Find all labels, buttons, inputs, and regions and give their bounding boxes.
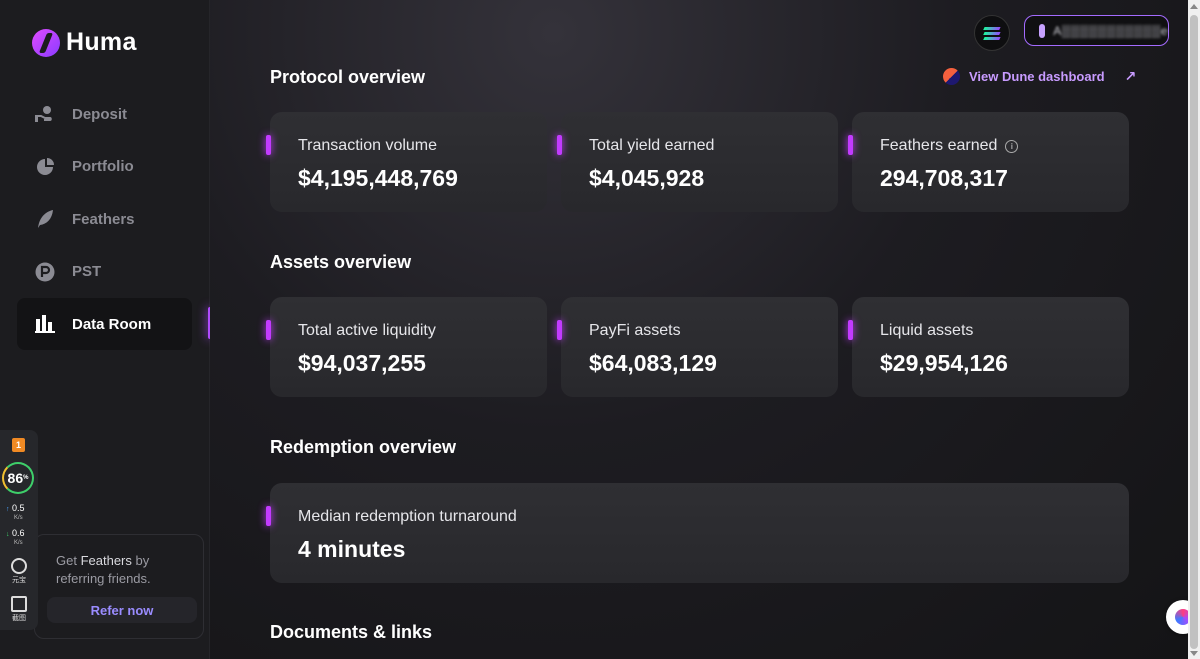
- card-accent: [266, 506, 271, 526]
- screenshot-tool[interactable]: 截图: [9, 596, 29, 623]
- refer-card: Get Feathers by referring friends. Refer…: [34, 534, 204, 639]
- card-accent: [848, 320, 853, 340]
- sidebar-nav: Deposit Portfolio Feathers PST Data Room: [17, 88, 192, 351]
- stat-label: Transaction volume: [298, 137, 438, 154]
- stat-value: $4,195,448,769: [298, 165, 458, 191]
- dune-link-label: View Dune dashboard: [969, 69, 1105, 84]
- stat-card-transaction-volume: Transaction volume $4,195,448,769: [266, 112, 547, 212]
- huma-logo[interactable]: Huma: [32, 28, 137, 57]
- wallet-icon: [1039, 23, 1046, 38]
- stat-card-feathers-earned: Feathers earned i 294,708,317: [848, 112, 1129, 212]
- stat-value: $29,954,126: [880, 350, 1008, 376]
- solana-icon: [983, 27, 1001, 39]
- app-name: Huma: [66, 28, 137, 56]
- stat-value: $4,045,928: [589, 165, 705, 191]
- network-button[interactable]: [974, 15, 1010, 51]
- stat-label: Median redemption turnaround: [298, 508, 517, 525]
- assets-overview-title: Assets overview: [270, 252, 412, 272]
- card-accent: [266, 320, 271, 340]
- sidebar-item-pst[interactable]: PST: [17, 246, 192, 298]
- protocol-overview-title: Protocol overview: [270, 67, 426, 87]
- pst-coin-icon: [35, 262, 55, 282]
- download-speed: ↓ 0.6 K/s: [6, 528, 25, 547]
- stat-value: 4 minutes: [298, 536, 406, 562]
- stat-label: Total active liquidity: [298, 322, 436, 339]
- sidebar-item-deposit[interactable]: Deposit: [17, 88, 192, 140]
- scroll-down-icon[interactable]: [1190, 651, 1198, 656]
- card-accent: [848, 135, 853, 155]
- upload-speed: ↑ 0.5 K/s: [6, 503, 25, 522]
- stat-label: Liquid assets: [880, 322, 974, 339]
- huma-logo-icon: [32, 28, 60, 57]
- percent-ring: 86%: [2, 462, 34, 494]
- scrollbar[interactable]: [1188, 0, 1200, 659]
- sidebar-item-feathers[interactable]: Feathers: [17, 193, 192, 245]
- sidebar-item-label: PST: [72, 263, 102, 280]
- feather-icon: [35, 209, 55, 229]
- stat-label: Total yield earned: [589, 137, 715, 154]
- stat-card-liquid-assets: Liquid assets $29,954,126: [848, 297, 1129, 397]
- stat-card-payfi-assets: PayFi assets $64,083,129: [557, 297, 838, 397]
- stat-card-total-yield: Total yield earned $4,045,928: [557, 112, 838, 212]
- documents-links-title: Documents & links: [270, 622, 433, 642]
- upload-arrow-icon: ↑: [6, 506, 10, 513]
- stat-card-total-active-liquidity: Total active liquidity $94,037,255: [266, 297, 547, 397]
- redemption-overview-title: Redemption overview: [270, 437, 457, 457]
- scroll-thumb[interactable]: [1190, 15, 1198, 649]
- sidebar-item-label: Deposit: [72, 105, 128, 123]
- sidebar-item-label: Data Room: [72, 315, 152, 333]
- yuanbao-tool[interactable]: 元宝: [9, 558, 29, 585]
- bar-chart-icon: [35, 314, 55, 334]
- info-icon[interactable]: i: [1005, 139, 1019, 153]
- yuanbao-icon: [11, 558, 27, 574]
- stat-label: PayFi assets: [589, 322, 681, 339]
- sidebar-item-data-room[interactable]: Data Room: [17, 298, 192, 350]
- wallet-button[interactable]: A▒▒▒▒▒▒▒▒▒▒▒e: [1024, 15, 1169, 46]
- sidebar-item-portfolio[interactable]: Portfolio: [17, 141, 192, 193]
- refer-text: Get Feathers by referring friends.: [56, 553, 151, 586]
- assistant-icon: [1175, 609, 1191, 625]
- stat-card-median-redemption: Median redemption turnaround 4 minutes: [266, 483, 1129, 583]
- card-accent: [557, 320, 562, 340]
- refer-now-button[interactable]: Refer now: [47, 597, 197, 623]
- dune-icon: [943, 68, 960, 85]
- download-arrow-icon: ↓: [6, 531, 10, 538]
- screenshot-icon: [11, 596, 27, 612]
- sidebar-item-label: Feathers: [72, 210, 135, 228]
- card-accent: [557, 135, 562, 155]
- badge-icon: 1: [12, 438, 25, 452]
- stat-value: $94,037,255: [298, 350, 426, 376]
- stat-label: Feathers earned i: [880, 137, 1019, 155]
- system-monitor-widget[interactable]: 1 86% ↑ 0.5 K/s ↓ 0.6 K/s 元宝 截图: [0, 430, 38, 630]
- scroll-up-icon[interactable]: [1190, 4, 1198, 9]
- stat-value: 294,708,317: [880, 165, 1008, 191]
- wallet-address: A▒▒▒▒▒▒▒▒▒▒▒e: [1053, 23, 1168, 38]
- sidebar-item-label: Portfolio: [72, 158, 134, 175]
- dune-dashboard-link[interactable]: View Dune dashboard ↗: [943, 68, 1136, 85]
- pie-chart-icon: [35, 157, 55, 177]
- external-link-icon: ↗: [1124, 68, 1137, 84]
- card-accent: [266, 135, 271, 155]
- deposit-icon: [35, 104, 55, 124]
- stat-value: $64,083,129: [589, 350, 717, 376]
